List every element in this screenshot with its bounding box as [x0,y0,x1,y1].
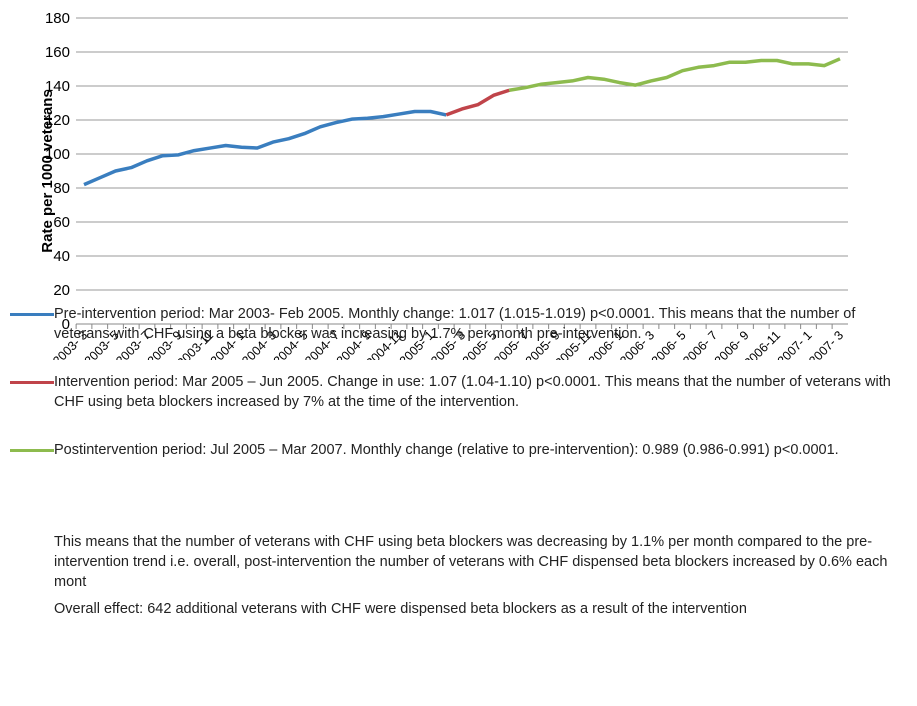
y-tick-label: 180 [45,10,70,27]
y-tick-label: 40 [53,248,70,265]
legend-label: Postintervention period: Jul 2005 – Mar … [54,442,839,458]
legend-swatch [10,313,54,316]
legend-item: Intervention period: Mar 2005 – Jun 2005… [10,372,910,412]
legend-swatch [10,381,54,384]
y-tick-label: 20 [53,282,70,299]
chart: Rate per 1000 veterans 0 20 40 60 80 100 120 14… [39,10,848,360]
y-tick-label: 140 [45,78,70,95]
y-tick-label: 100 [45,146,70,163]
y-axis-label: Rate per 1000 veterans [39,89,56,252]
legend-item: Pre-intervention period: Mar 2003- Feb 2… [10,304,910,344]
legend-label: Intervention period: Mar 2005 – Jun 2005… [54,374,891,410]
legend-label: Pre-intervention period: Mar 2003- Feb 2… [54,306,856,342]
note-text: Overall effect: 642 additional veterans … [54,601,747,617]
y-tick-label: 160 [45,44,70,61]
series-line [83,109,447,187]
legend-swatch [10,449,54,452]
y-tick-label: 80 [53,180,70,197]
legend-item: Postintervention period: Jul 2005 – Mar … [10,440,910,460]
y-tick-label: 60 [53,214,70,231]
y-tick-label: 120 [45,112,70,129]
y-tick-label: 0 [62,316,70,333]
series-line [445,88,510,117]
series-line [508,57,841,92]
note-text: This means that the number of veterans w… [54,534,888,590]
